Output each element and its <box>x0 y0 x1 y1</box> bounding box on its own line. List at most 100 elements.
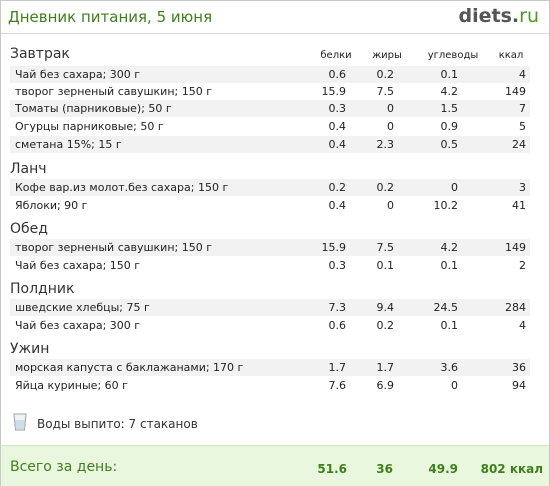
protein-value: 1.7 <box>328 361 347 374</box>
protein-value: 0.2 <box>328 181 347 194</box>
logo-main: diets <box>458 5 512 27</box>
table-row: шведские хлебцы; 75 г 7.3 9.4 24.5 284 <box>10 299 530 316</box>
kcal-value: 94 <box>512 379 526 392</box>
protein-value: 0.3 <box>328 102 347 115</box>
table-row: Чай без сахара; 300 г 0.6 0.2 0.1 4 <box>10 66 530 83</box>
carbs-value: 0.1 <box>440 259 459 272</box>
food-name: Чай без сахара; 300 г <box>15 68 141 81</box>
col-header-kcal: ккал <box>498 50 524 61</box>
meal-title-lunch: Ланч <box>10 161 47 177</box>
carbs-value: 4.2 <box>440 241 459 254</box>
fat-value: 0 <box>387 120 394 133</box>
food-name: Чай без сахара; 300 г <box>15 319 141 332</box>
meal-title-supper: Ужин <box>10 341 50 357</box>
food-name: Яйца куриные; 60 г <box>15 379 128 392</box>
fat-value: 0.2 <box>376 68 395 81</box>
kcal-value: 41 <box>512 199 526 212</box>
kcal-value: 24 <box>512 138 526 151</box>
carbs-value: 24.5 <box>433 301 459 314</box>
total-kcal: 802 ккал <box>480 462 543 476</box>
table-row: морская капуста с баклажанами; 170 г 1.7… <box>10 359 530 376</box>
protein-value: 0.4 <box>328 138 347 151</box>
food-name: Томаты (парниковые); 50 г <box>15 102 172 115</box>
table-row: Яблоки; 90 г 0.4 0 10.2 41 <box>10 197 530 214</box>
food-name: творог зерненый савушкин; 150 г <box>15 241 212 254</box>
food-name: Кофе вар.из молот.без сахара; 150 г <box>15 181 229 194</box>
table-row: Кофе вар.из молот.без сахара; 150 г 0.2 … <box>10 179 530 196</box>
page-title: Дневник питания, 5 июня <box>8 8 213 26</box>
logo-tld: ru <box>519 5 539 27</box>
kcal-value: 7 <box>519 102 526 115</box>
total-fat: 36 <box>376 462 393 476</box>
protein-value: 15.9 <box>321 241 347 254</box>
carbs-value: 0.5 <box>440 138 459 151</box>
table-row: Яйца куриные; 60 г 7.6 6.9 0 94 <box>10 377 530 394</box>
kcal-value: 4 <box>519 319 526 332</box>
kcal-value: 149 <box>505 241 526 254</box>
protein-value: 7.6 <box>328 379 347 392</box>
table-row: Огурцы парниковые; 50 г 0.4 0 0.9 5 <box>10 118 530 135</box>
table-row: Томаты (парниковые); 50 г 0.3 0 1.5 7 <box>10 100 530 117</box>
food-name: Чай без сахара; 150 г <box>15 259 141 272</box>
header: Дневник питания, 5 июня diets.ru <box>1 1 549 33</box>
kcal-value: 5 <box>519 120 526 133</box>
carbs-value: 0.9 <box>440 120 459 133</box>
kcal-value: 4 <box>519 68 526 81</box>
protein-value: 0.3 <box>328 259 347 272</box>
carbs-value: 3.6 <box>440 361 459 374</box>
carbs-value: 0 <box>451 181 458 194</box>
fat-value: 9.4 <box>376 301 395 314</box>
header-divider <box>1 33 549 34</box>
fat-value: 7.5 <box>376 85 395 98</box>
protein-value: 0.6 <box>328 319 347 332</box>
fat-value: 1.7 <box>376 361 395 374</box>
fat-value: 7.5 <box>376 241 395 254</box>
kcal-value: 149 <box>505 85 526 98</box>
fat-value: 0 <box>387 102 394 115</box>
meal-title-breakfast: Завтрак <box>10 46 70 62</box>
meal-title-dinner: Обед <box>10 221 48 237</box>
protein-value: 0.4 <box>328 120 347 133</box>
total-protein: 51.6 <box>317 462 347 476</box>
food-name: творог зерненый савушкин; 150 г <box>15 85 212 98</box>
food-name: Огурцы парниковые; 50 г <box>15 120 164 133</box>
kcal-value: 36 <box>512 361 526 374</box>
site-logo[interactable]: diets.ru <box>459 5 539 27</box>
fat-value: 0.2 <box>376 319 395 332</box>
fat-value: 2.3 <box>376 138 395 151</box>
carbs-value: 1.5 <box>440 102 459 115</box>
fat-value: 0 <box>387 199 394 212</box>
carbs-value: 0.1 <box>440 68 459 81</box>
kcal-value: 2 <box>519 259 526 272</box>
carbs-value: 0.1 <box>440 319 459 332</box>
total-carbs: 49.9 <box>428 462 458 476</box>
table-row: творог зерненый савушкин; 150 г 15.9 7.5… <box>10 83 530 100</box>
carbs-value: 4.2 <box>440 85 459 98</box>
table-row: Чай без сахара; 300 г 0.6 0.2 0.1 4 <box>10 317 530 334</box>
daily-total: Всего за день: 51.6 36 49.9 802 ккал <box>1 445 549 486</box>
col-header-carbs: углеводы <box>427 50 479 61</box>
col-header-protein: белки <box>320 50 352 61</box>
fat-value: 6.9 <box>376 379 395 392</box>
col-header-fat: жиры <box>372 50 402 61</box>
meal-title-snack: Полдник <box>10 281 75 297</box>
glass-icon <box>13 413 27 431</box>
protein-value: 15.9 <box>321 85 347 98</box>
food-name: сметана 15%; 15 г <box>15 138 122 151</box>
kcal-value: 284 <box>505 301 526 314</box>
protein-value: 0.4 <box>328 199 347 212</box>
table-row: Чай без сахара; 150 г 0.3 0.1 0.1 2 <box>10 257 530 274</box>
food-name: Яблоки; 90 г <box>15 199 88 212</box>
total-label: Всего за день: <box>10 459 118 475</box>
fat-value: 0.2 <box>376 181 395 194</box>
fat-value: 0.1 <box>376 259 395 272</box>
table-row: сметана 15%; 15 г 0.4 2.3 0.5 24 <box>10 136 530 153</box>
protein-value: 7.3 <box>328 301 347 314</box>
kcal-value: 3 <box>519 181 526 194</box>
food-name: шведские хлебцы; 75 г <box>15 301 150 314</box>
protein-value: 0.6 <box>328 68 347 81</box>
water-text: Воды выпито: 7 стаканов <box>37 417 198 431</box>
logo-dot: . <box>511 5 520 27</box>
food-name: морская капуста с баклажанами; 170 г <box>15 361 244 374</box>
